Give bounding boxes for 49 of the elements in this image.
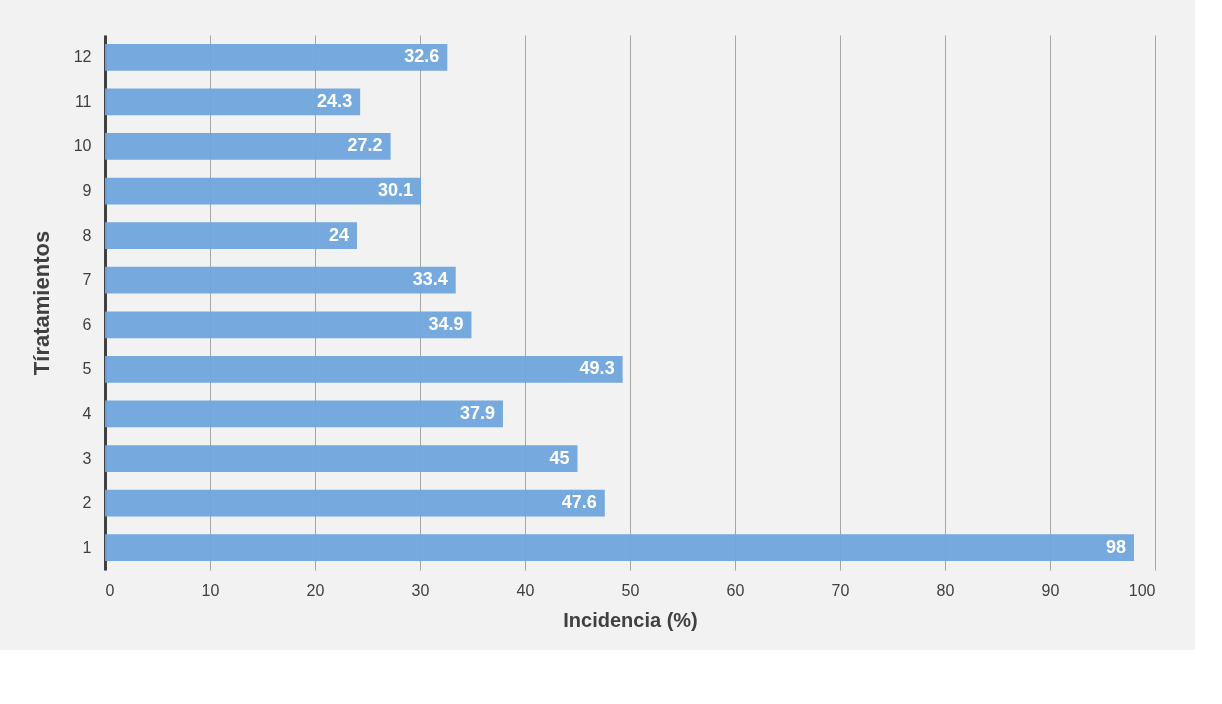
data-label: 37.9 (459, 402, 495, 423)
x-tick-label: 10 (201, 581, 220, 599)
bar (105, 88, 361, 116)
data-label: 32.6 (404, 46, 440, 67)
bar (105, 356, 623, 383)
x-axis-title: Incidencia (%) (563, 608, 698, 631)
x-tick-label: 0 (105, 581, 115, 599)
x-tick-label: 40 (516, 581, 535, 599)
y-tick-label: 12 (73, 48, 92, 66)
data-label: 49.3 (579, 358, 615, 379)
y-tick-label: 8 (82, 226, 92, 244)
bar (105, 43, 448, 71)
bar (105, 400, 503, 428)
data-label: 47.6 (561, 492, 597, 513)
y-tick-label: 10 (73, 137, 92, 155)
data-label: 27.2 (347, 135, 383, 156)
x-tick-label: 90 (1041, 581, 1060, 599)
data-label: 45 (549, 447, 570, 468)
data-label: 33.4 (412, 269, 448, 290)
bar (105, 266, 456, 294)
y-tick-label: 6 (82, 315, 92, 333)
bar (105, 311, 472, 339)
data-label: 24.3 (317, 90, 353, 111)
y-tick-label: 9 (82, 182, 92, 200)
bar (105, 445, 578, 472)
bar (105, 489, 605, 517)
y-tick-label: 11 (74, 92, 92, 110)
data-label: 24 (328, 224, 349, 245)
x-tick-label: 60 (726, 581, 745, 599)
data-label: 98 (1105, 536, 1126, 557)
x-tick-label: 30 (411, 581, 430, 599)
y-tick-label: 3 (82, 449, 92, 467)
x-tick-label: 100 (1128, 581, 1156, 599)
x-tick-label: 80 (936, 581, 955, 599)
y-tick-label: 7 (82, 271, 92, 289)
data-label: 34.9 (428, 313, 464, 334)
bar (105, 133, 391, 160)
bar (105, 222, 357, 249)
x-tick-label: 20 (306, 581, 325, 599)
y-tick-label: 1 (82, 538, 92, 556)
y-axis-title: Tíratamientos (28, 230, 54, 376)
y-tick-label: 4 (82, 404, 92, 422)
x-tick-label: 50 (621, 581, 640, 599)
data-label: 30.1 (378, 180, 414, 201)
y-tick-label: 2 (82, 494, 92, 512)
bar (105, 534, 1134, 562)
y-tick-label: 5 (82, 360, 92, 378)
x-tick-label: 70 (831, 581, 850, 599)
bar (105, 177, 422, 205)
